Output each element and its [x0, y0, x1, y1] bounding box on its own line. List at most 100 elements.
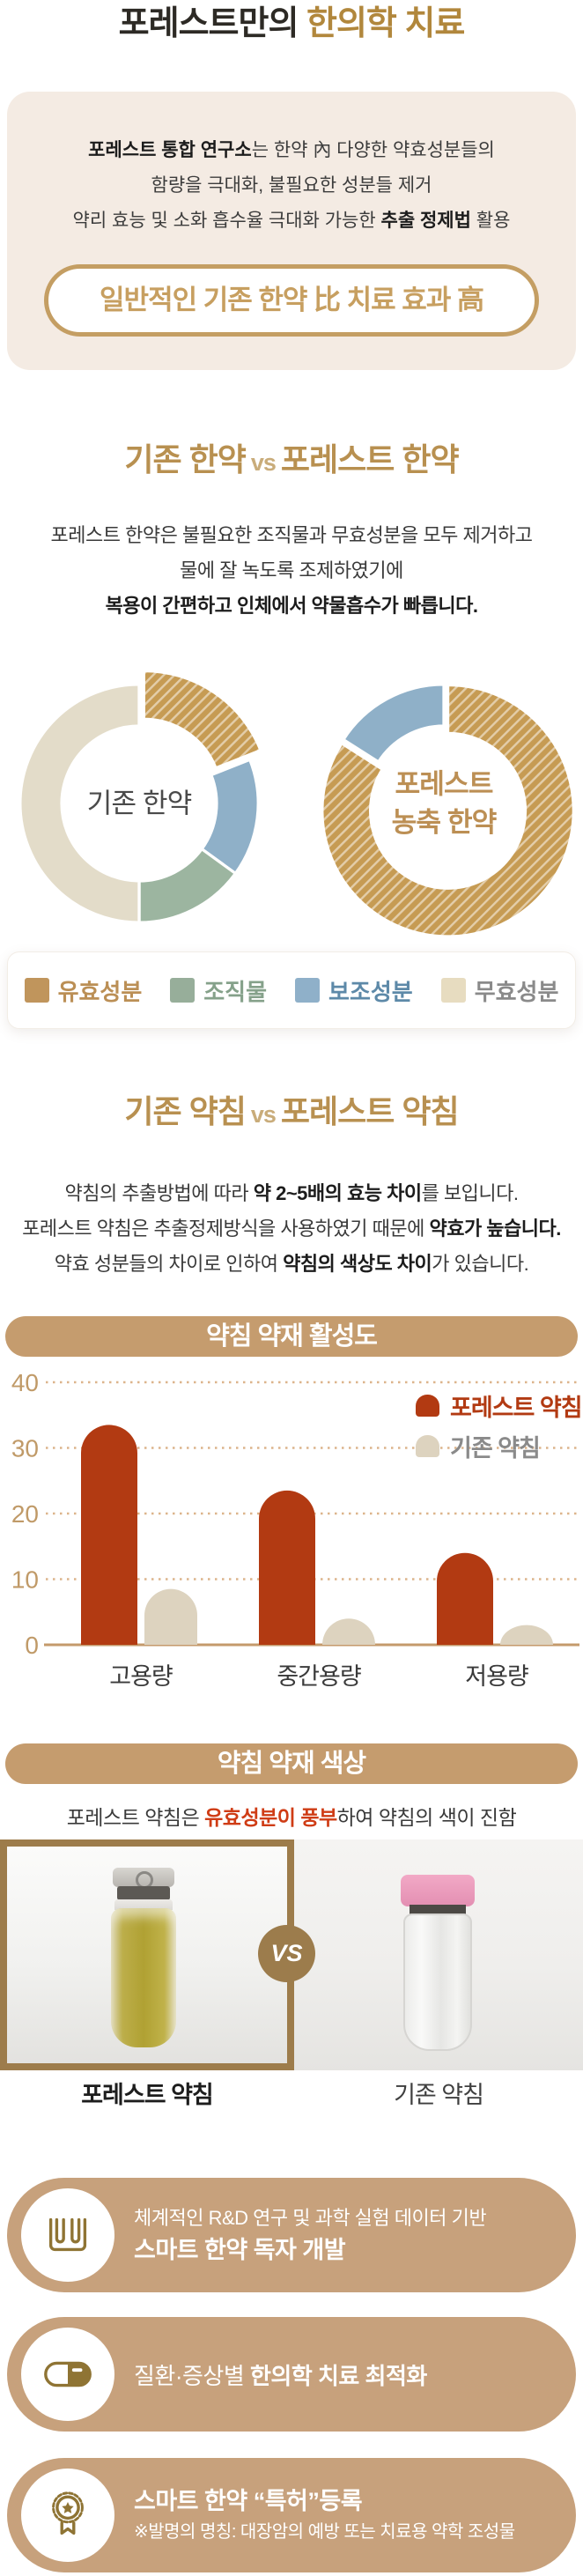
section-hanyak-heading: 기존 한약 vs 포레스트 한약: [0, 440, 583, 482]
feature-line1: 스마트 한약 “특허”등록: [134, 2488, 363, 2514]
text-bold: 약 2~5배의 효능 차이: [253, 1182, 422, 1204]
section-hanyak-paragraph: 포레스트 한약은 불필요한 조직물과 무효성분을 모두 제거하고 물에 잘 녹도…: [0, 518, 583, 624]
legend-label: 보조성분: [328, 978, 413, 1005]
text-bold: 한의학 치료 최적화: [249, 2362, 427, 2389]
svg-text:고용량: 고용량: [109, 1663, 173, 1690]
legend-item: 포레스트 약침: [416, 1388, 583, 1423]
capsule-icon: [44, 2361, 92, 2387]
bar-swatch-existing: [416, 1435, 439, 1457]
intro-line-1: 포레스트 통합 연구소는 한약 內 다양한 약효성분들의: [7, 133, 576, 168]
text-bold: 약효가 높습니다.: [429, 1218, 561, 1240]
donut-legend: 유효성분 조직물 보조성분 무효성분: [7, 951, 576, 1029]
page-title-prefix: 포레스트만의: [118, 5, 306, 42]
vial-cap-pink: [401, 1875, 475, 1906]
svg-text:10: 10: [11, 1566, 39, 1594]
intro-line-2: 함량을 극대화, 불필요한 성분들 제거: [151, 175, 432, 196]
legend-label: 포레스트 약침: [450, 1395, 583, 1421]
feature-icon-circle: [21, 2469, 114, 2562]
activity-bar-chart: 0 10 20 30 40 고용량 중간용량 저용량: [11, 1369, 579, 1690]
legend-label: 기존 약침: [450, 1435, 541, 1462]
intro-line-3-bold: 추출 정제법: [380, 211, 471, 231]
legend-item: 유효성분: [24, 974, 143, 1007]
hanyak-p1: 포레스트 한약은 불필요한 조직물과 무효성분을 모두 제거하고: [50, 524, 533, 546]
vial-body-clear: [403, 1913, 472, 2051]
feature-row-patent: 스마트 한약 “특허”등록 ※발명의 명칭: 대장암의 예방 또는 치료용 약학…: [7, 2458, 576, 2572]
vial-body-yellow: [111, 1908, 176, 2047]
svg-text:기존 한약: 기존 한약: [87, 788, 192, 818]
activity-banner: 약침 약재 활성도: [5, 1316, 578, 1357]
text: 질환·증상별: [134, 2362, 250, 2389]
donut-chart-existing: 기존 한약: [18, 669, 262, 924]
heading-vs: vs: [250, 449, 277, 476]
vial-cap-band: [117, 1886, 170, 1900]
svg-text:0: 0: [25, 1632, 39, 1659]
yakchim-p1: 약침의 추출방법에 따라 약 2~5배의 효능 차이를 보입니다.: [0, 1176, 583, 1211]
feature-icon-circle: [21, 2328, 114, 2421]
text: 포레스트 약침은: [66, 1806, 205, 1829]
legend-swatch-tissue: [170, 978, 196, 1003]
donut-chart-forest: 포레스트 농축 한약: [321, 683, 575, 938]
text: 를 보입니다.: [421, 1182, 519, 1204]
bar-swatch-forest: [416, 1395, 439, 1417]
legend-item: 무효성분: [440, 974, 559, 1007]
intro-line-3: 약리 효능 및 소화 흡수율 극대화 가능한 추출 정제법 활용: [7, 204, 576, 239]
intro-line-1-bold: 포레스트 통합 연구소: [88, 140, 252, 160]
legend-label: 무효성분: [474, 978, 559, 1005]
feature-icon-circle: [21, 2188, 114, 2282]
svg-text:40: 40: [11, 1369, 39, 1396]
feature-row-optimize: 질환·증상별 한의학 치료 최적화: [7, 2317, 576, 2432]
test-tubes-icon: [48, 2217, 87, 2252]
feature-text: 질환·증상별 한의학 치료 최적화: [134, 2317, 558, 2432]
legend-swatch-inactive: [440, 978, 466, 1003]
text: 가 있습니다.: [432, 1253, 529, 1275]
intro-line-3-pre: 약리 효능 및 소화 흡수율 극대화 가능한: [72, 211, 381, 231]
yakchim-p3: 약효 성분들의 차이로 인하여 약침의 색상도 차이가 있습니다.: [0, 1247, 583, 1282]
medal-icon: [52, 2491, 84, 2535]
text: 하여 약침의 색이 진함: [336, 1806, 517, 1829]
heading-right: 포레스트 한약: [280, 441, 460, 477]
legend-item: 기존 약침: [416, 1429, 582, 1463]
heading-left: 기존 약침: [124, 1093, 246, 1129]
svg-text:20: 20: [11, 1500, 39, 1528]
heading-left: 기존 한약: [124, 441, 246, 477]
section-yakchim-paragraph: 약침의 추출방법에 따라 약 2~5배의 효능 차이를 보입니다. 포레스트 약…: [0, 1176, 583, 1282]
yakchim-p2: 포레스트 약침은 추출정제방식을 사용하였기 때문에 약효가 높습니다.: [0, 1211, 583, 1247]
text-bold: 약침의 색상도 차이: [283, 1253, 432, 1275]
photo-label-existing: 기존 약침: [394, 2082, 484, 2108]
heading-vs: vs: [250, 1101, 277, 1128]
text-highlight: 유효성분이 풍부: [204, 1806, 337, 1829]
photo-label-forest: 포레스트 약침: [81, 2082, 214, 2108]
heading-right: 포레스트 약침: [280, 1093, 460, 1129]
page-title: 포레스트만의 한의학 치료: [0, 4, 583, 44]
hanyak-p2: 물에 잘 녹도록 조제하였기에: [180, 559, 403, 581]
bar-chart-legend: 포레스트 약침 기존 약침: [416, 1388, 583, 1463]
vs-badge: VS: [258, 1925, 315, 1982]
intro-line-3-post: 활용: [470, 211, 511, 231]
feature-text: 체계적인 R&D 연구 및 과학 실험 데이터 기반 스마트 한약 독자 개발: [134, 2178, 558, 2292]
svg-text:30: 30: [11, 1435, 39, 1462]
text: 약효 성분들의 차이로 인하여: [54, 1253, 284, 1275]
legend-item: 보조성분: [295, 974, 413, 1007]
legend-label: 조직물: [203, 978, 268, 1005]
feature-line1: 체계적인 R&D 연구 및 과학 실험 데이터 기반: [134, 2207, 487, 2229]
legend-swatch-aux: [295, 978, 321, 1003]
feature-row-rnd: 체계적인 R&D 연구 및 과학 실험 데이터 기반 스마트 한약 독자 개발: [7, 2178, 576, 2292]
intro-panel: 포레스트 통합 연구소는 한약 內 다양한 약효성분들의 함량을 극대화, 불필…: [7, 92, 576, 370]
color-note: 포레스트 약침은 유효성분이 풍부하여 약침의 색이 진함: [0, 1801, 583, 1831]
feature-text: 스마트 한약 “특허”등록 ※발명의 명칭: 대장암의 예방 또는 치료용 약학…: [134, 2458, 558, 2572]
svg-text:저용량: 저용량: [465, 1663, 528, 1690]
legend-label: 유효성분: [57, 978, 143, 1005]
intro-text: 포레스트 통합 연구소는 한약 內 다양한 약효성분들의 함량을 극대화, 불필…: [7, 133, 576, 239]
section-yakchim-heading: 기존 약침 vs 포레스트 약침: [0, 1092, 583, 1134]
text: 약침의 추출방법에 따라: [64, 1182, 254, 1204]
svg-text:중간용량: 중간용량: [277, 1663, 361, 1690]
hanyak-p3: 복용이 간편하고 인체에서 약물흡수가 빠릅니다.: [105, 595, 478, 617]
feature-line2: 스마트 한약 독자 개발: [134, 2237, 346, 2263]
legend-item: 조직물: [170, 974, 267, 1007]
text: 포레스트 약침은 추출정제방식을 사용하였기 때문에: [22, 1218, 430, 1240]
color-banner: 약침 약재 색상: [5, 1743, 578, 1784]
legend-swatch-active: [24, 978, 49, 1003]
feature-line1: 질환·증상별 한의학 치료 최적화: [134, 2358, 558, 2391]
